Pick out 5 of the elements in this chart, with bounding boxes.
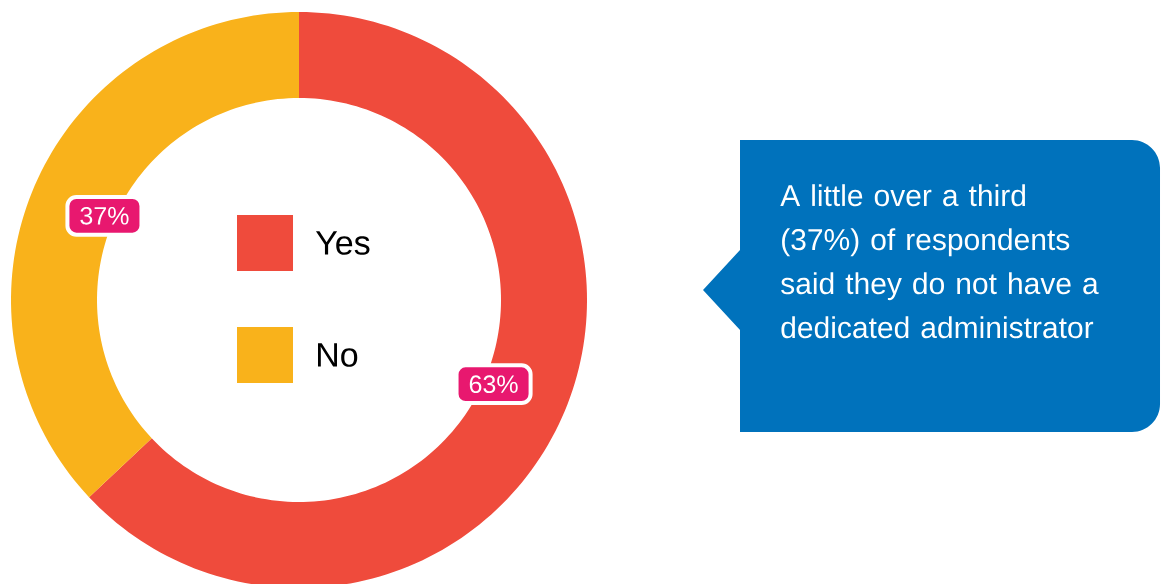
- text: A little over a third (37%) of respondents said they do not have a dedicated administrator: [780, 184, 1099, 339]
- legend-label: Yes: [315, 231, 370, 255]
- data-label: 63%: [469, 375, 518, 394]
- data-label: 37%: [80, 206, 129, 225]
- legend-label: No: [318, 343, 358, 367]
